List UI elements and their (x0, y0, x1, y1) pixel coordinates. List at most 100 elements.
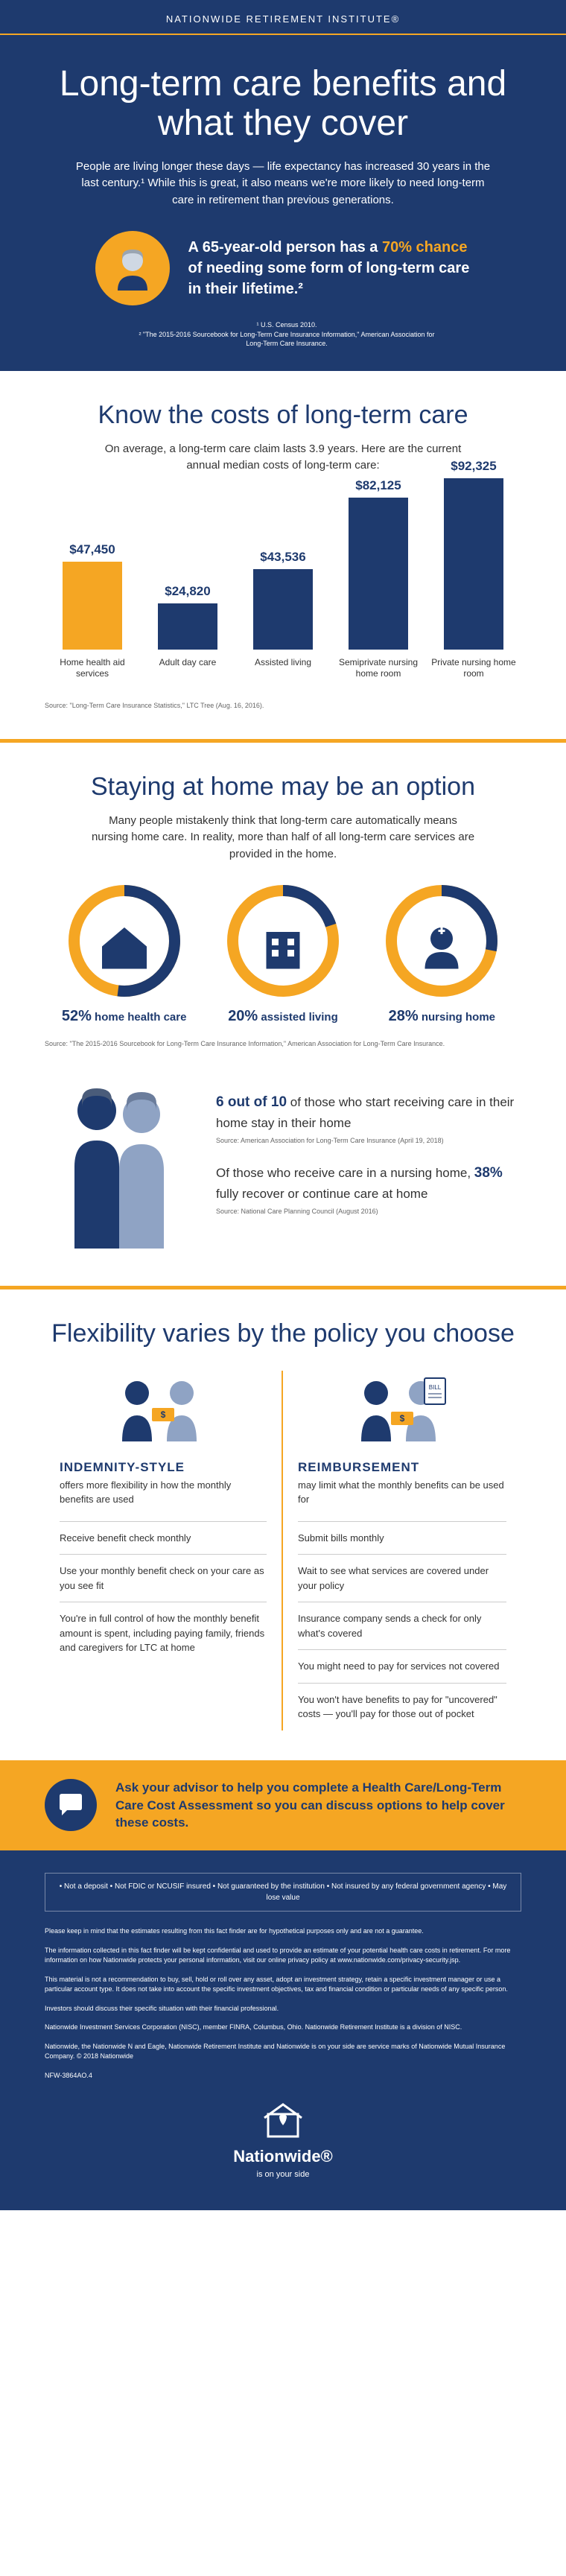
fact-1-source: Source: American Association for Long-Te… (216, 1137, 521, 1144)
donut-label: 20% assisted living (212, 1008, 354, 1025)
indemnity-sub: offers more flexibility in how the month… (60, 1479, 267, 1506)
footer-code: NFW-3864AO.4 (45, 2071, 521, 2081)
page-root: NATIONWIDE RETIREMENT INSTITUTE® Long-te… (0, 0, 566, 2210)
fact-2-suffix: fully recover or continue care at home (216, 1187, 427, 1201)
donut-column: 28% nursing home (370, 885, 513, 1025)
donut-chart (386, 885, 497, 997)
bar (63, 562, 122, 650)
footnote-1: ¹ U.S. Census 2010. (138, 320, 436, 330)
fact-2-source: Source: National Care Planning Council (… (216, 1208, 521, 1215)
reimbursement-title: REIMBURSEMENT (298, 1460, 506, 1475)
people-illustration (45, 1070, 194, 1256)
flex-columns: $ INDEMNITY-STYLE offers more flexibilit… (45, 1371, 521, 1730)
bar-value: $47,450 (69, 542, 115, 557)
footer-p6: Nationwide, the Nationwide N and Eagle, … (45, 2042, 521, 2062)
donut-label: 52% home health care (53, 1008, 196, 1025)
bar-chart: $47,450 Home health aid services$24,820 … (45, 497, 521, 691)
header-bar: NATIONWIDE RETIREMENT INSTITUTE® (0, 0, 566, 35)
reimbursement-sub: may limit what the monthly benefits can … (298, 1479, 506, 1506)
donut-label: 28% nursing home (370, 1008, 513, 1025)
flex-item: You're in full control of how the monthl… (60, 1602, 267, 1664)
bar (349, 498, 408, 650)
stat-prefix: A 65-year-old person has a (188, 239, 382, 256)
cta-text: Ask your advisor to help you complete a … (115, 1779, 521, 1832)
bar-column: $43,536 Assisted living (240, 550, 325, 691)
bar (158, 603, 217, 650)
flex-title: Flexibility varies by the policy you cho… (45, 1319, 521, 1348)
flex-item: You won't have benefits to pay for "unco… (298, 1683, 506, 1730)
costs-source: Source: "Long-Term Care Insurance Statis… (45, 702, 521, 709)
flex-item: Insurance company sends a check for only… (298, 1602, 506, 1649)
flex-item: Receive benefit check monthly (60, 1521, 267, 1555)
avatar-icon (95, 231, 170, 305)
stat-suffix: of needing some form of long-term care i… (188, 260, 470, 297)
bar (444, 478, 503, 650)
bar-label: Adult day care (159, 657, 217, 691)
flex-section: Flexibility varies by the policy you cho… (0, 1289, 566, 1760)
fact-1-main: 6 out of 10 of those who start receiving… (216, 1092, 521, 1132)
bar-column: $92,325 Private nursing home room (430, 459, 516, 691)
stat-highlight: 70% chance (382, 239, 468, 256)
svg-text:BILL: BILL (429, 1384, 442, 1391)
donuts-row: 52% home health care 20% assisted living… (45, 885, 521, 1025)
costs-section: Know the costs of long-term care On aver… (0, 371, 566, 739)
flex-item: Submit bills monthly (298, 1521, 506, 1555)
logo-text: Nationwide® (45, 2144, 521, 2169)
bar-value: $43,536 (260, 550, 305, 565)
stat-text: A 65-year-old person has a 70% chance of… (188, 237, 471, 299)
footnote-2: ² "The 2015-2016 Sourcebook for Long-Ter… (138, 330, 436, 349)
donut-column: 52% home health care (53, 885, 196, 1025)
hero-footnotes: ¹ U.S. Census 2010. ² "The 2015-2016 Sou… (138, 320, 436, 349)
footer-p3: This material is not a recommendation to… (45, 1975, 521, 1995)
svg-text:$: $ (161, 1409, 166, 1420)
costs-lead: On average, a long-term care claim lasts… (89, 441, 477, 475)
footer-p1: Please keep in mind that the estimates r… (45, 1926, 521, 1937)
institute-name: NATIONWIDE RETIREMENT INSTITUTE® (166, 13, 400, 25)
bar-value: $82,125 (355, 478, 401, 493)
indemnity-icon: $ (60, 1371, 267, 1445)
footer-p2: The information collected in this fact f… (45, 1946, 521, 1966)
logo-tagline: is on your side (45, 2169, 521, 2181)
bar-label: Semiprivate nursing home room (335, 657, 421, 691)
fact-2-main: Of those who receive care in a nursing h… (216, 1163, 521, 1203)
bar-value: $24,820 (165, 584, 210, 599)
fact-1-strong: 6 out of 10 (216, 1094, 287, 1110)
bar (253, 569, 313, 650)
fact-1: 6 out of 10 of those who start receiving… (216, 1092, 521, 1144)
bar-label: Home health aid services (49, 657, 135, 691)
cta-bar: Ask your advisor to help you complete a … (0, 1760, 566, 1850)
bar-column: $82,125 Semiprivate nursing home room (335, 478, 421, 691)
bar-column: $47,450 Home health aid services (49, 542, 135, 691)
donut-chart (69, 885, 180, 997)
svg-text:$: $ (400, 1413, 405, 1424)
bar-label: Private nursing home room (430, 657, 516, 691)
bar-label: Assisted living (255, 657, 311, 691)
chat-icon (45, 1779, 97, 1831)
indemnity-title: INDEMNITY-STYLE (60, 1460, 267, 1475)
fact-2-strong: 38% (474, 1165, 503, 1181)
hero-section: Long-term care benefits and what they co… (0, 35, 566, 371)
facts-text: 6 out of 10 of those who start receiving… (216, 1092, 521, 1234)
flex-item: You might need to pay for services not c… (298, 1649, 506, 1683)
fact-2-prefix: Of those who receive care in a nursing h… (216, 1166, 474, 1180)
logo-area: Nationwide® is on your side (45, 2103, 521, 2180)
flex-col-indemnity: $ INDEMNITY-STYLE offers more flexibilit… (45, 1371, 283, 1730)
logo-icon (261, 2103, 305, 2140)
home-lead: Many people mistakenly think that long-t… (89, 813, 477, 863)
costs-title: Know the costs of long-term care (45, 401, 521, 430)
fact-2: Of those who receive care in a nursing h… (216, 1163, 521, 1215)
reimbursement-icon: BILL $ (298, 1371, 506, 1445)
bar-value: $92,325 (451, 459, 496, 474)
home-section: Staying at home may be an option Many pe… (0, 743, 566, 1287)
flex-col-reimbursement: BILL $ REIMBURSEMENT may limit what the m… (283, 1371, 521, 1730)
footer-p5: Nationwide Investment Services Corporati… (45, 2023, 521, 2033)
flex-item: Wait to see what services are covered un… (298, 1554, 506, 1602)
facts-row: 6 out of 10 of those who start receiving… (45, 1070, 521, 1256)
footer: • Not a deposit • Not FDIC or NCUSIF ins… (0, 1850, 566, 2210)
flex-item: Use your monthly benefit check on your c… (60, 1554, 267, 1602)
disclaimer-box: • Not a deposit • Not FDIC or NCUSIF ins… (45, 1873, 521, 1912)
home-title: Staying at home may be an option (45, 773, 521, 802)
footer-p4: Investors should discuss their specific … (45, 2004, 521, 2014)
home-source: Source: "The 2015-2016 Sourcebook for Lo… (45, 1040, 521, 1047)
donut-column: 20% assisted living (212, 885, 354, 1025)
